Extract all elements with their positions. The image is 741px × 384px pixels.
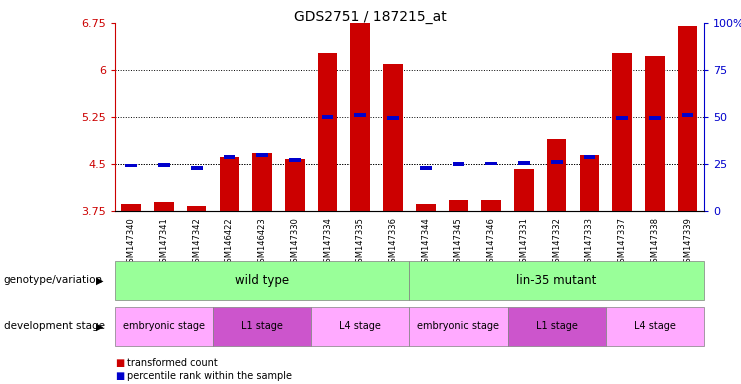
Bar <box>224 155 236 159</box>
Text: ■: ■ <box>115 358 124 368</box>
Text: wild type: wild type <box>235 274 289 287</box>
Bar <box>420 166 432 170</box>
Text: embryonic stage: embryonic stage <box>417 321 499 331</box>
Bar <box>551 160 562 164</box>
Bar <box>387 116 399 120</box>
Text: ▶: ▶ <box>96 321 104 331</box>
Bar <box>645 56 665 211</box>
Text: lin-35 mutant: lin-35 mutant <box>516 274 597 287</box>
Bar <box>154 202 173 211</box>
Bar <box>678 26 697 211</box>
Text: percentile rank within the sample: percentile rank within the sample <box>127 371 293 381</box>
Bar <box>252 153 272 211</box>
Bar <box>354 113 366 117</box>
Text: embryonic stage: embryonic stage <box>123 321 205 331</box>
Bar <box>122 204 141 211</box>
Bar <box>612 53 632 211</box>
Bar <box>514 169 534 211</box>
Bar <box>649 116 661 120</box>
Text: L4 stage: L4 stage <box>339 321 382 331</box>
Text: genotype/variation: genotype/variation <box>4 275 103 285</box>
Bar <box>322 115 333 119</box>
Bar <box>448 200 468 211</box>
Bar <box>583 155 595 159</box>
Bar <box>453 162 465 166</box>
Bar <box>383 64 403 211</box>
Bar <box>518 161 530 165</box>
Bar <box>285 159 305 211</box>
Bar <box>485 162 497 166</box>
Bar <box>289 158 301 162</box>
Bar <box>682 113 694 117</box>
Bar <box>318 53 337 211</box>
Bar <box>190 166 202 170</box>
Bar <box>219 157 239 211</box>
Bar <box>482 200 501 211</box>
Bar <box>256 154 268 157</box>
Bar <box>125 164 137 167</box>
Bar <box>187 206 207 211</box>
Bar <box>158 163 170 167</box>
Text: ■: ■ <box>115 371 124 381</box>
Text: GDS2751 / 187215_at: GDS2751 / 187215_at <box>294 10 447 23</box>
Bar <box>416 204 436 211</box>
Text: ▶: ▶ <box>96 275 104 285</box>
Text: L1 stage: L1 stage <box>536 321 578 331</box>
Text: L1 stage: L1 stage <box>241 321 283 331</box>
Text: development stage: development stage <box>4 321 104 331</box>
Text: transformed count: transformed count <box>127 358 218 368</box>
Bar <box>579 155 599 211</box>
Bar <box>617 116 628 120</box>
Bar <box>547 139 566 211</box>
Bar <box>350 23 370 211</box>
Text: L4 stage: L4 stage <box>634 321 676 331</box>
